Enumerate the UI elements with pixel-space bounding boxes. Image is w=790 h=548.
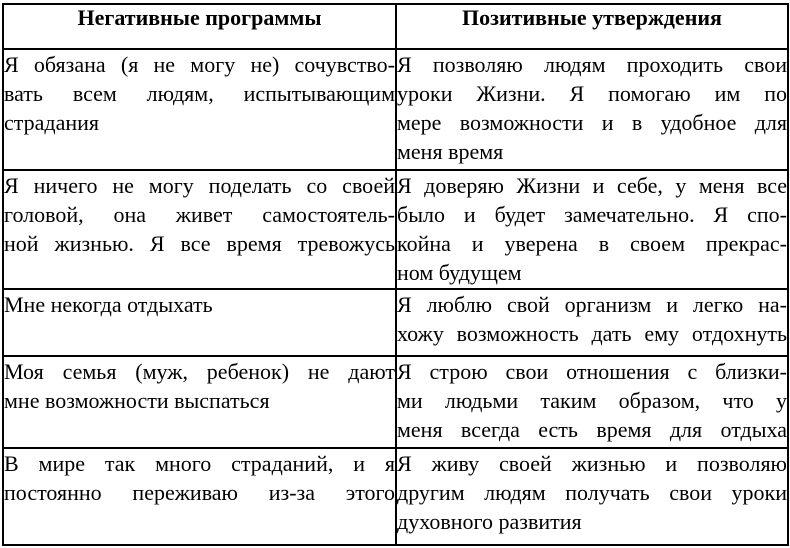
text-line: уроки Жизни. Я помогаю им по <box>397 81 787 106</box>
text-line: Мне некогда отдыхать <box>4 292 213 317</box>
text-line: мне возможности выспаться <box>4 388 270 413</box>
text-line: другим людям получать свои уроки <box>397 480 787 505</box>
table-body: Я обязана (я не могу не) сочувство-вать … <box>2 48 789 546</box>
text-line: Моя семья (муж, ребенок) не дают <box>4 359 395 384</box>
text-line: ми людьми таким образом, что у <box>397 388 787 413</box>
table-row: Моя семья (муж, ребенок) не дают мне возм… <box>2 355 789 449</box>
text-line: мере возможности и в удобное для <box>397 110 787 135</box>
text-line: ной жизнью. Я все время тревожусь <box>4 231 395 256</box>
positive-cell: Я живу своей жизнью и позволяю другим люд… <box>395 447 789 546</box>
text-line: Я ничего не могу поделать со своей <box>4 173 395 198</box>
text-line: Я обязана (я не могу не) сочувство- <box>4 52 395 77</box>
text-line: головой, она живет самостоятель- <box>4 202 395 227</box>
text-line: Я позволяю людям проходить свои <box>397 52 787 77</box>
positive-cell: Я позволяю людям проходить свои уроки Жиз… <box>395 48 789 171</box>
negative-cell: Моя семья (муж, ребенок) не дают мне возм… <box>2 355 397 449</box>
text-line: Я доверяю Жизни и себе, у меня все <box>397 173 787 198</box>
text-line: В мире так много страданий, и я <box>4 451 395 476</box>
text-line: Я строю свои отношения с близки- <box>397 359 787 384</box>
table-header-positive: Позитивные утверждения <box>395 3 789 50</box>
text-line: Я живу своей жизнью и позволяю <box>397 451 787 476</box>
text-line: было и будет замечательно. Я спо- <box>397 202 787 227</box>
text-line: ном будущем <box>397 260 522 285</box>
text-line: койна и уверена в своем прекрас- <box>397 231 787 256</box>
negative-cell: Я обязана (я не могу не) сочувство-вать … <box>2 48 397 171</box>
positive-cell: Я доверяю Жизни и себе, у меня все было и… <box>395 169 789 290</box>
text-line: страдания <box>4 110 100 135</box>
negative-cell: Мне некогда отдыхать <box>2 288 397 357</box>
text-line: меня всегда есть время для отдыха <box>397 417 787 442</box>
text-line: хожу возможность дать ему отдохнуть <box>397 321 787 346</box>
negative-cell: Я ничего не могу поделать со своей голово… <box>2 169 397 290</box>
text-line: духовного развития <box>397 509 582 534</box>
text-line: вать всем людям, испытывающим <box>4 81 395 106</box>
table-row: Я ничего не могу поделать со своей голово… <box>2 169 789 290</box>
table-header-row: Негативные программы Позитивные утвержде… <box>2 3 789 50</box>
table-row: Я обязана (я не могу не) сочувство-вать … <box>2 48 789 171</box>
positive-cell: Я строю свои отношения с близки-ми людьм… <box>395 355 789 449</box>
table-header-negative: Негативные программы <box>2 3 397 50</box>
affirmations-table-container: Негативные программы Позитивные утвержде… <box>2 3 789 546</box>
negative-cell: В мире так много страданий, и я постоянно… <box>2 447 397 546</box>
positive-cell: Я люблю свой организм и легко на-хожу во… <box>395 288 789 357</box>
text-line: меня время <box>397 139 504 164</box>
affirmations-table: Негативные программы Позитивные утвержде… <box>2 3 789 546</box>
table-row: Мне некогда отдыхать Я люблю свой органи… <box>2 288 789 357</box>
text-line: Я люблю свой организм и легко на- <box>397 292 787 317</box>
table-row: В мире так много страданий, и я постоянно… <box>2 447 789 546</box>
text-line: постоянно переживаю из-за этого <box>4 480 395 505</box>
